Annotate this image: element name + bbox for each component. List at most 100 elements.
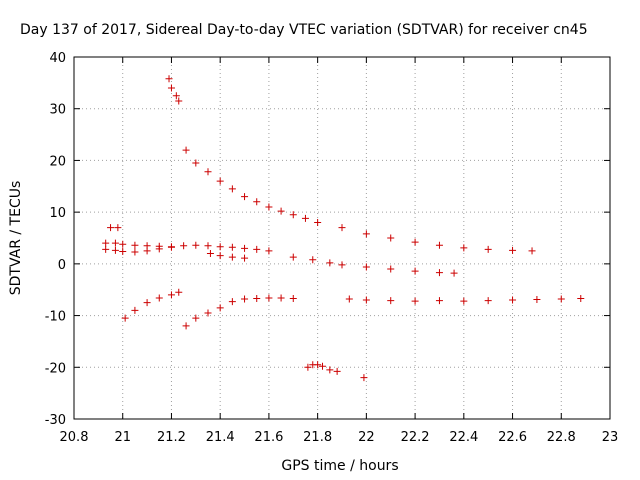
series-outliers-high [107,75,183,232]
data-point [460,244,468,252]
data-point [326,259,334,267]
x-tick-label: 21.4 [206,430,235,445]
data-points [102,75,585,382]
data-point [182,322,190,330]
x-tick-label: 21.6 [254,430,283,445]
data-point [309,256,317,264]
data-point [333,367,341,375]
data-point [121,314,129,322]
data-point [228,243,236,251]
data-point [387,297,395,305]
data-point [241,254,249,262]
data-point [362,263,370,271]
series-minus-7-band [345,295,585,305]
data-point [155,294,163,302]
data-point [253,198,261,206]
data-point [131,248,139,256]
series-upper-decay [182,146,536,255]
data-point [204,168,212,176]
data-point [241,244,249,252]
data-point [533,296,541,304]
series-mid-band [102,243,175,256]
data-point [131,241,139,249]
data-point [314,218,322,226]
data-point [304,363,312,371]
data-point [277,207,285,215]
data-point [216,243,224,251]
data-point [435,269,443,277]
x-tick-label: 21.2 [157,430,186,445]
data-point [277,294,285,302]
data-point [509,246,517,254]
y-tick-label: 20 [49,154,66,169]
x-tick-label: 23 [602,430,619,445]
data-point [289,295,297,303]
data-point [114,224,122,232]
data-point [265,203,273,211]
x-tick-label: 22.6 [498,430,527,445]
data-point [509,296,517,304]
series-zero-decline [289,253,458,277]
y-tick-label: -20 [45,361,66,376]
data-point [107,224,115,232]
data-point [265,294,273,302]
data-point [435,241,443,249]
y-tick-label: 40 [49,51,66,66]
data-point [484,245,492,253]
data-point [143,247,151,255]
data-point [102,239,110,247]
data-point [216,304,224,312]
data-point [175,97,183,105]
data-point [204,242,212,250]
x-tick-label: 21 [114,430,131,445]
data-point [119,247,127,255]
data-point [192,159,200,167]
data-point [411,297,419,305]
data-point [165,75,173,83]
series-rising-21 [121,288,183,322]
data-point [387,234,395,242]
data-point [175,288,183,296]
data-point [228,253,236,261]
x-tick-label: 21.8 [303,430,332,445]
data-point [241,193,249,201]
series-outliers-low [304,361,368,382]
y-tick-label: 10 [49,206,66,221]
data-point [192,241,200,249]
data-point [289,211,297,219]
data-point [338,261,346,269]
x-axis-label: GPS time / hours [281,458,398,474]
data-point [216,252,224,260]
data-point [557,295,565,303]
data-point [167,243,175,251]
y-tick-label: 30 [49,103,66,118]
tick-labels: 20.8 21 21.2 21.4 21.6 21.8 22 22.2 22.4 22.6 22.8… [45,51,619,445]
data-point [182,146,190,154]
x-tick-label: 22 [358,430,375,445]
data-point [411,238,419,246]
data-point [111,239,119,247]
x-tick-label: 22.8 [547,430,576,445]
y-tick-label: -30 [45,413,66,428]
data-point [326,366,334,374]
data-point [387,265,395,273]
data-point [192,314,200,322]
data-point [111,246,119,254]
data-point [216,177,224,185]
plot-frame [73,56,611,420]
data-point [155,245,163,253]
data-point [172,92,180,100]
data-point [180,242,188,250]
y-tick-label: -10 [45,310,66,325]
x-tick-label: 20.8 [60,430,89,445]
data-point [102,245,110,253]
data-point [450,269,458,277]
data-point [411,267,419,275]
data-point [435,297,443,305]
data-point [360,374,368,382]
data-point [143,299,151,307]
data-point [119,240,127,248]
axis-ticks [73,56,611,420]
series-band-3.5 [180,241,273,255]
series-rising-21.3 [182,294,297,330]
